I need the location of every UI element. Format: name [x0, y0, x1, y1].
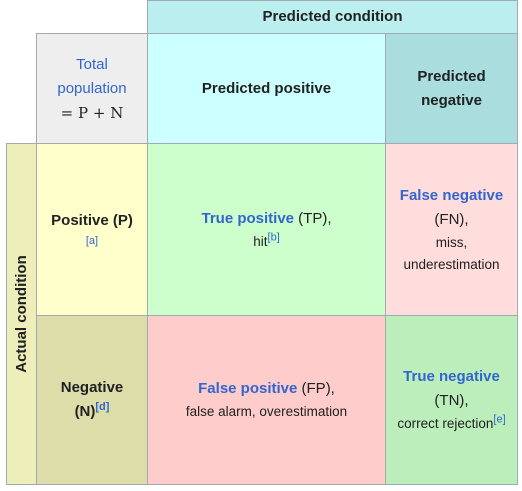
total-population-cell: Total population = P + N: [36, 33, 148, 144]
true-negative-cell: True negative (TN), correct rejection[e]: [385, 315, 518, 485]
total-line1: Total: [76, 55, 108, 73]
negative-line2: (N): [74, 403, 96, 420]
true-negative-link[interactable]: True negative: [403, 368, 500, 386]
positive-label: Positive (P): [51, 211, 133, 229]
predicted-positive-header: Predicted positive: [147, 33, 386, 144]
predicted-negative-line1: Predicted: [417, 67, 486, 85]
negative-row-header: Negative (N)[d]: [36, 315, 148, 485]
fn-alt2: underestimation: [403, 256, 500, 272]
total-formula: = P + N: [60, 103, 124, 122]
fp-abbr: (FP),: [297, 380, 335, 398]
tp-abbr: (TP),: [294, 209, 332, 227]
positive-row-header: Positive (P) [a]: [36, 143, 148, 316]
true-positive-cell: True positive (TP), hit[b]: [147, 143, 386, 316]
total-line2: population: [57, 79, 127, 97]
tn-ref-link[interactable]: [e]: [493, 413, 506, 426]
false-positive-cell: False positive (FP), false alarm, overes…: [147, 315, 386, 485]
fp-alt: false alarm, overestimation: [185, 404, 348, 420]
predicted-negative-line2: negative: [421, 91, 482, 109]
negative-ref-link[interactable]: [d]: [95, 401, 110, 413]
tn-alt: correct rejection: [397, 416, 494, 432]
tp-ref-link[interactable]: [b]: [267, 231, 280, 244]
negative-line1: Negative: [60, 379, 124, 396]
fn-abbr: (FN),: [434, 210, 469, 228]
positive-ref-link[interactable]: [a]: [85, 234, 99, 247]
false-negative-cell: False negative (FN), miss, underestimati…: [385, 143, 518, 316]
false-negative-link[interactable]: False negative: [399, 186, 504, 204]
false-positive-link[interactable]: False positive: [198, 380, 298, 398]
predicted-condition-label: Predicted condition: [262, 8, 403, 25]
actual-condition-label: Actual condition: [12, 255, 30, 373]
tn-abbr: (TN),: [434, 392, 469, 410]
predicted-negative-header: Predicted negative: [385, 33, 518, 144]
true-positive-link[interactable]: True positive: [201, 209, 295, 227]
total-population-link[interactable]: Total population: [57, 53, 126, 101]
fn-alt1: miss,: [435, 234, 468, 250]
predicted-condition-header: Predicted condition: [147, 0, 518, 34]
tp-alt: hit: [253, 233, 268, 249]
predicted-positive-label: Predicted positive: [201, 79, 332, 97]
actual-condition-header: Actual condition: [6, 143, 37, 485]
